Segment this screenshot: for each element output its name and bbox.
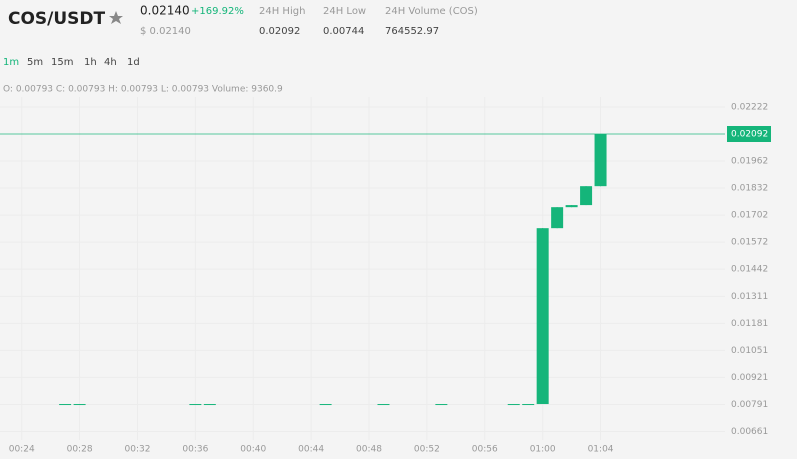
change: +169.92% (191, 6, 244, 17)
candle-body (377, 404, 390, 406)
x-tick-label: 00:36 (182, 445, 208, 455)
favorite-star[interactable] (109, 11, 123, 24)
candle-body (522, 404, 535, 406)
interval[interactable]: 1m (3, 57, 19, 68)
y-tick-label: 0.01311 (731, 292, 768, 302)
x-tick-label: 01:04 (588, 445, 614, 455)
stat-value: 0.02092 (259, 26, 300, 37)
price: 0.02140 (140, 4, 190, 18)
candle-body (73, 404, 86, 406)
interval[interactable]: 5m (27, 57, 43, 68)
y-tick-label: 0.01572 (731, 238, 768, 248)
y-tick-label: 0.01962 (731, 157, 768, 167)
x-tick-label: 00:56 (472, 445, 498, 455)
current-price-box (727, 126, 771, 143)
candle-body (551, 207, 564, 229)
candle-body (507, 404, 520, 406)
interval[interactable]: 1h (84, 57, 97, 68)
y-tick-label: 0.00791 (731, 400, 768, 410)
stat-label: 24H High (259, 6, 305, 17)
y-tick-label: 0.01051 (731, 346, 768, 356)
interval[interactable]: 1d (127, 57, 140, 68)
interval[interactable]: 15m (51, 57, 73, 68)
candle-body (319, 404, 332, 406)
x-tick-label: 00:52 (414, 445, 440, 455)
candle-body (59, 404, 72, 406)
y-tick-label: 0.00921 (731, 373, 768, 383)
x-tick-label: 00:48 (356, 445, 382, 455)
candle-body (594, 134, 607, 187)
candle-body (435, 404, 448, 406)
y-tick-label: 0.01442 (731, 265, 768, 275)
y-tick-label: 0.01181 (731, 319, 768, 329)
y-tick-label: 0.01832 (731, 184, 768, 194)
x-tick-label: 00:28 (67, 445, 93, 455)
x-tick-label: 00:40 (240, 445, 266, 455)
y-tick-label: 0.02222 (731, 102, 768, 112)
x-tick-label: 01:00 (530, 445, 556, 455)
stat-label: 24H Low (323, 6, 366, 17)
y-tick-label: 0.01702 (731, 211, 768, 221)
current-price-label: 0.02092 (731, 130, 768, 140)
candle-body (580, 186, 593, 206)
candle-body (203, 404, 216, 406)
pair: COS/USDT (8, 9, 106, 29)
stat-label: 24H Volume (COS) (385, 6, 478, 17)
candle-body (189, 404, 202, 406)
x-tick-label: 00:32 (125, 445, 151, 455)
stat-value: 0.00744 (323, 26, 364, 37)
candle-body (565, 205, 578, 208)
x-tick-label: 00:44 (298, 445, 324, 455)
candle-body (536, 228, 549, 405)
interval[interactable]: 4h (104, 57, 117, 68)
y-tick-label: 0.00661 (731, 427, 768, 437)
ohlc-info: O: 0.00793 C: 0.00793 H: 0.00793 L: 0.00… (3, 85, 283, 95)
stat-value: 764552.97 (385, 26, 439, 37)
usd-price: $ 0.02140 (140, 26, 191, 37)
x-tick-label: 00:24 (9, 445, 35, 455)
